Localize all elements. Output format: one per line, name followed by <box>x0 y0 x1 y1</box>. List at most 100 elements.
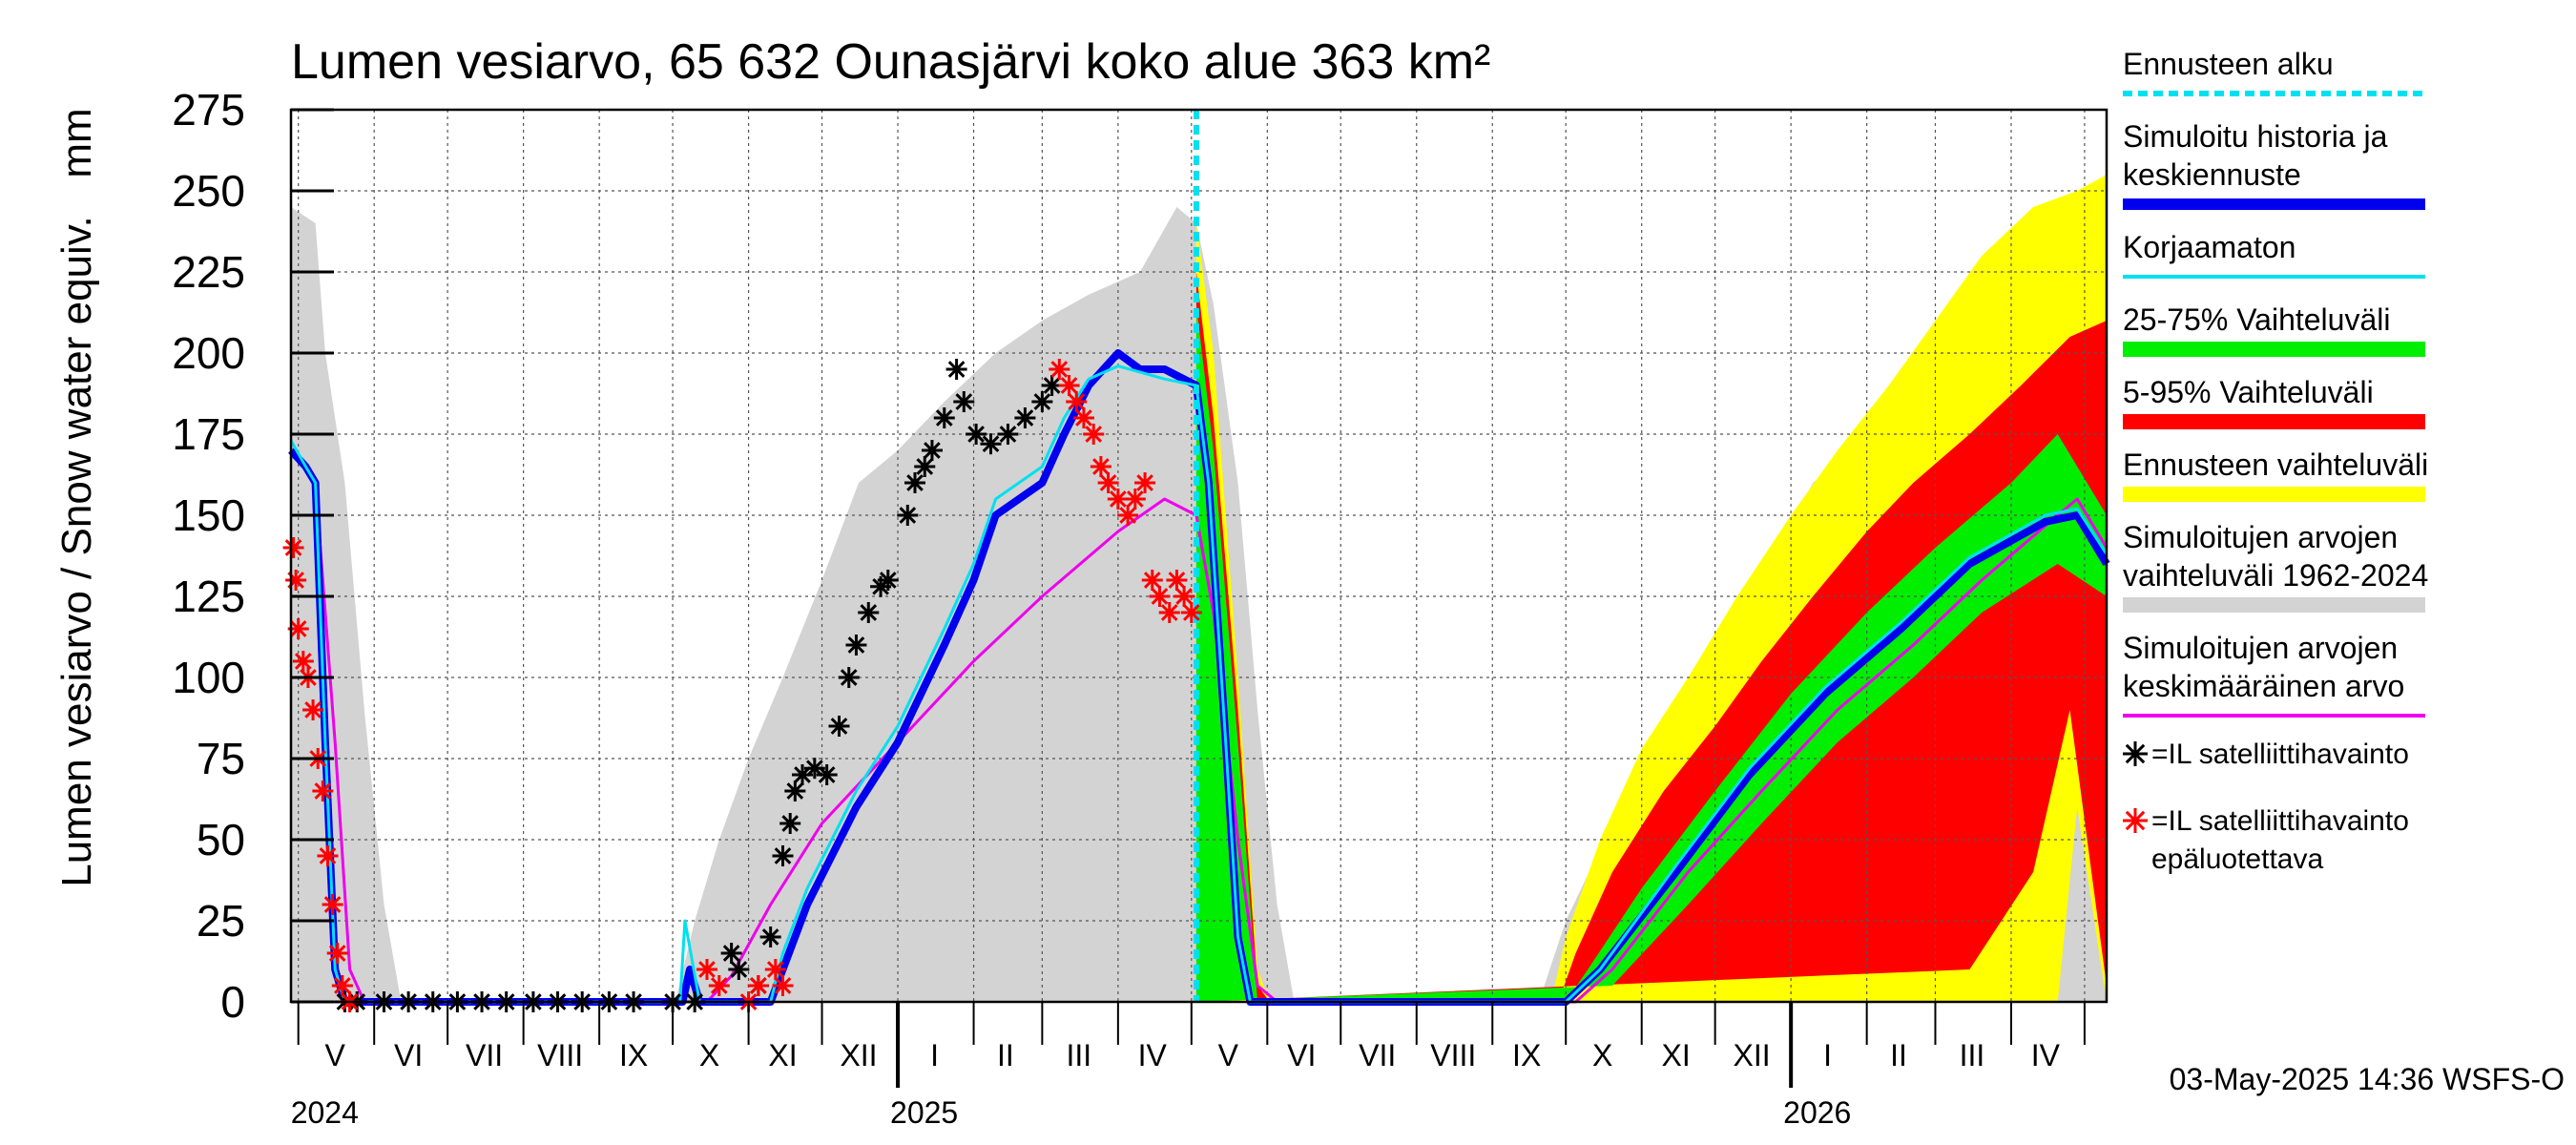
y-tick-label: 75 <box>197 734 245 783</box>
satellite-obs-marker <box>779 813 801 834</box>
legend-label: Simuloitujen arvojen <box>2123 631 2398 665</box>
unreliable-obs-marker <box>1083 424 1105 445</box>
unreliable-obs-marker <box>747 975 769 996</box>
satellite-obs-marker <box>914 456 936 477</box>
unreliable-obs-marker <box>1058 375 1080 396</box>
y-axis-label: Lumen vesiarvo / Snow water equiv. <box>53 216 100 887</box>
unreliable-obs-marker <box>285 570 307 591</box>
unreliable-obs-marker <box>1124 489 1146 510</box>
unreliable-obs-marker <box>1049 359 1070 380</box>
unreliable-obs-marker <box>696 959 717 980</box>
x-month-label: IV <box>1138 1038 1168 1072</box>
chart-title: Lumen vesiarvo, 65 632 Ounasjärvi koko a… <box>291 34 1490 90</box>
series-line-simuloitu-historia-ja-keskiennuste <box>288 349 2110 1006</box>
satellite-obs-marker <box>759 926 781 947</box>
satellite-obs-marker <box>945 359 967 380</box>
legend-label: keskimääräinen arvo <box>2123 669 2404 703</box>
unreliable-obs-marker <box>1107 489 1129 510</box>
footer-timestamp: 03-May-2025 14:36 WSFS-O <box>2170 1062 2565 1096</box>
unreliable-obs-marker <box>764 959 786 980</box>
satellite-obs-marker <box>904 472 925 493</box>
x-month-label: V <box>1218 1038 1239 1072</box>
x-month-label: VIII <box>1430 1038 1476 1072</box>
unreliable-obs-marker <box>326 943 348 964</box>
legend-label: =IL satelliittihavainto <box>2151 805 2409 837</box>
satellite-obs-marker <box>728 959 750 980</box>
x-month-label: X <box>699 1038 719 1072</box>
unreliable-obs-marker <box>708 975 730 996</box>
line-layer <box>288 110 2110 1006</box>
legend-swatch <box>2123 342 2425 357</box>
y-tick-label: 50 <box>197 815 245 864</box>
satellite-obs-marker <box>966 424 987 445</box>
x-month-label: IX <box>619 1038 648 1072</box>
unreliable-obs-marker <box>322 894 343 915</box>
legend-label: =IL satelliittihavainto <box>2151 739 2409 770</box>
x-year-label: 2025 <box>890 1095 958 1130</box>
y-tick-label: 0 <box>220 977 245 1027</box>
x-month-label: XI <box>768 1038 797 1072</box>
unreliable-obs-marker <box>317 845 339 866</box>
satellite-obs-marker <box>877 570 899 591</box>
unreliable-obs-marker <box>1090 456 1111 477</box>
unreliable-obs-marker <box>1066 391 1088 412</box>
x-month-label: XI <box>1661 1038 1690 1072</box>
y-tick-label: 25 <box>197 896 245 946</box>
satellite-obs-marker <box>720 943 742 964</box>
y-tick-label: 225 <box>172 247 245 297</box>
unreliable-obs-marker <box>1166 570 1188 591</box>
band-5-95-vaihteluv-li <box>1195 272 2107 1002</box>
satellite-obs-marker <box>1031 391 1053 412</box>
unreliable-obs-marker <box>302 699 324 720</box>
plot-frame <box>289 108 2109 1004</box>
legend-swatch <box>2123 487 2425 502</box>
legend-label: vaihteluväli 1962-2024 <box>2123 558 2428 593</box>
y-tick-label: 150 <box>172 490 245 540</box>
x-year-label: 2024 <box>291 1095 359 1130</box>
satellite-obs-marker <box>784 781 806 802</box>
legend-label: keskiennuste <box>2123 157 2301 192</box>
unreliable-obs-marker <box>282 537 304 558</box>
unreliable-obs-marker <box>1180 602 1202 623</box>
satellite-obs-marker <box>933 407 955 428</box>
y-tick-label: 125 <box>172 572 245 621</box>
legend-marker <box>2123 808 2148 833</box>
unreliable-obs-marker <box>292 651 314 672</box>
x-month-label: IV <box>2031 1038 2061 1072</box>
y-tick-label: 200 <box>172 328 245 378</box>
satellite-obs-marker <box>845 635 867 656</box>
y-tick-label: 275 <box>172 85 245 135</box>
y-axis-unit: mm <box>53 108 100 177</box>
x-month-label: VII <box>1359 1038 1396 1072</box>
satellite-obs-marker <box>921 440 943 461</box>
satellite-obs-marker <box>816 764 838 785</box>
y-tick-label: 175 <box>172 409 245 459</box>
unreliable-obs-marker <box>1158 602 1180 623</box>
x-month-label: VIII <box>537 1038 583 1072</box>
unreliable-obs-marker <box>312 781 334 802</box>
legend-label: Ennusteen vaihteluväli <box>2123 448 2428 482</box>
legend-label: Ennusteen alku <box>2123 47 2334 81</box>
series-line-korjaamaton <box>289 364 2109 1004</box>
satellite-obs-marker <box>997 424 1019 445</box>
unreliable-obs-marker <box>1134 472 1156 493</box>
x-month-label: IX <box>1512 1038 1541 1072</box>
unreliable-obs-marker <box>1117 505 1139 526</box>
unreliable-obs-marker <box>1072 407 1094 428</box>
x-month-label: II <box>997 1038 1014 1072</box>
satellite-obs-marker <box>897 505 919 526</box>
legend-marker <box>2123 741 2148 766</box>
x-year-label: 2026 <box>1783 1095 1851 1130</box>
y-tick-label: 100 <box>172 653 245 702</box>
unreliable-obs-marker <box>1097 472 1119 493</box>
x-month-label: VII <box>466 1038 503 1072</box>
x-month-label: VI <box>1287 1038 1316 1072</box>
x-month-label: XII <box>840 1038 877 1072</box>
legend-label: epäluotettava <box>2151 843 2323 875</box>
x-month-label: I <box>930 1038 939 1072</box>
legend-label: Simuloitujen arvojen <box>2123 520 2398 554</box>
satellite-obs-marker <box>980 433 1002 455</box>
legend-swatch <box>2123 597 2425 613</box>
